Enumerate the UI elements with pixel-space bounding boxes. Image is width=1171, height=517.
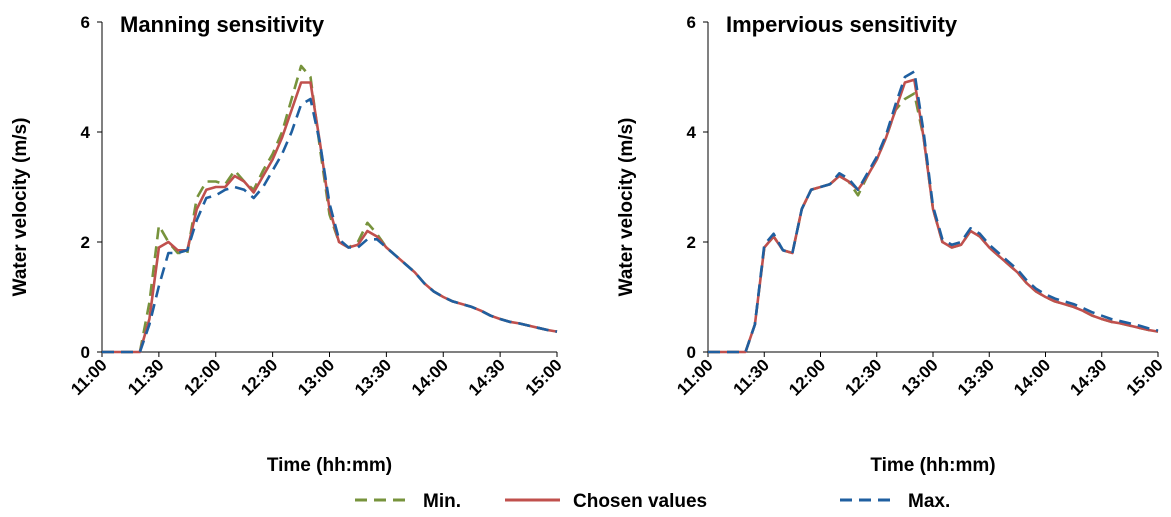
legend-label: Chosen values: [573, 491, 707, 512]
x-tick-label: 12:30: [841, 355, 885, 399]
y-tick-label: 2: [687, 233, 696, 252]
y-tick-label: 4: [81, 123, 91, 142]
x-axis-label: Time (hh:mm): [870, 455, 995, 476]
legend-label: Max.: [908, 491, 950, 512]
series-line: [102, 64, 558, 354]
x-tick-label: 14:00: [1010, 355, 1054, 399]
y-axis-label: Water velocity (m/s): [10, 118, 31, 297]
x-tick-label: 13:30: [351, 355, 395, 399]
x-tick-label: 12:00: [180, 355, 224, 399]
x-tick-label: 12:30: [237, 355, 281, 399]
chart-title: Manning sensitivity: [120, 12, 325, 37]
x-axis-label: Time (hh:mm): [267, 455, 392, 476]
y-tick-label: 4: [687, 123, 697, 142]
x-tick-label: 14:30: [1066, 355, 1110, 399]
series-line: [708, 92, 1159, 354]
x-tick-label: 11:30: [730, 355, 774, 399]
y-tick-label: 0: [81, 343, 90, 362]
y-tick-label: 0: [687, 343, 696, 362]
legend-label: Min.: [423, 491, 461, 512]
y-tick-label: 2: [81, 233, 90, 252]
x-tick-label: 14:30: [465, 355, 509, 399]
x-tick-label: 15:00: [1123, 355, 1167, 399]
y-tick-label: 6: [687, 13, 696, 32]
chart-title: Impervious sensitivity: [726, 12, 958, 37]
x-tick-label: 13:30: [954, 355, 998, 399]
series-line: [102, 97, 558, 354]
x-tick-label: 12:00: [785, 355, 829, 399]
series-line: [102, 81, 558, 354]
y-axis-label: Water velocity (m/s): [616, 118, 637, 297]
x-tick-label: 11:30: [124, 355, 168, 399]
x-tick-label: 13:00: [294, 355, 338, 399]
x-tick-label: 15:00: [522, 355, 566, 399]
x-tick-label: 14:00: [408, 355, 452, 399]
series-line: [708, 70, 1159, 354]
y-tick-label: 6: [81, 13, 90, 32]
x-tick-label: 13:00: [898, 355, 942, 399]
